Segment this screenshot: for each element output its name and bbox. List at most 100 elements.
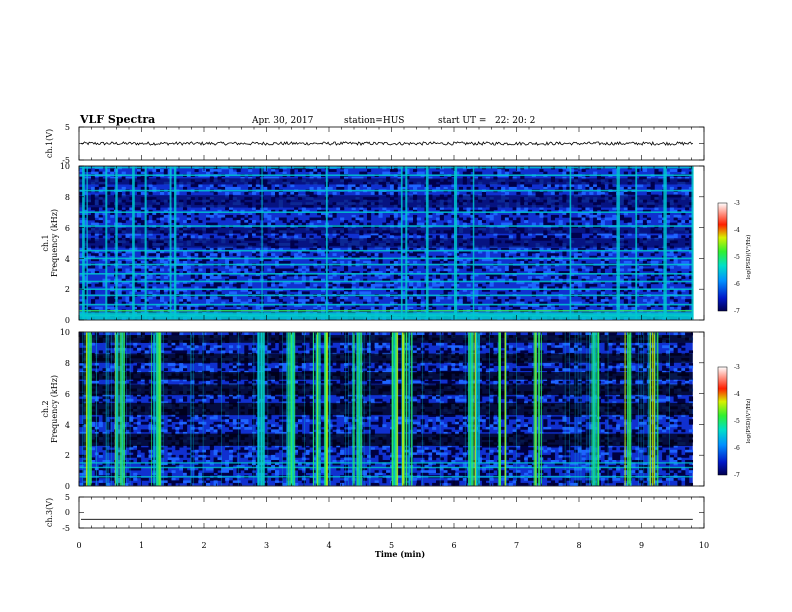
spectrogram-cell: [455, 283, 460, 287]
spectrogram-cell: [570, 301, 575, 305]
spectrogram-cell: [98, 283, 103, 287]
figure-title: VLF Spectra: [79, 113, 155, 126]
spectrogram-cell: [110, 209, 115, 213]
spectrogram-cell: [673, 169, 678, 172]
spectrogram-cell: [321, 265, 326, 269]
spectrogram-cell: [282, 220, 287, 223]
spectrogram-cell: [612, 192, 617, 195]
spectrogram-cell: [321, 171, 326, 175]
spectrogram-cell: [186, 342, 191, 346]
spectrogram-cell: [171, 482, 176, 486]
spectrogram-cell: [455, 250, 460, 254]
spectrogram-cell: [378, 214, 383, 218]
spectrogram-cell: [489, 276, 494, 279]
spectrogram-cell: [539, 169, 544, 172]
spectrogram-dark-band: [79, 195, 693, 208]
spectrogram-cell: [600, 184, 605, 188]
spectrogram-cell: [244, 220, 249, 223]
spectrogram-cell: [252, 184, 257, 188]
spectrogram-cell: [447, 268, 452, 272]
spectrogram-cell: [688, 288, 694, 292]
spectrogram-cell: [163, 288, 168, 292]
spectrogram-cell: [140, 306, 145, 310]
spectrogram-cell: [236, 169, 241, 172]
spectrogram-cell: [527, 192, 533, 195]
spectrogram-cell: [125, 345, 130, 349]
spectrogram-cell: [359, 235, 364, 239]
spectrogram-cell: [102, 447, 107, 451]
spectrogram-cell: [87, 283, 92, 287]
spectrogram-cell: [447, 296, 452, 300]
spectrogram-cell: [213, 268, 218, 272]
spectrogram-cell: [137, 460, 142, 463]
spectrogram-cell: [267, 214, 272, 218]
spectrogram-cell: [539, 258, 544, 262]
spectrogram-cell: [635, 268, 640, 272]
spectrogram-cell: [466, 250, 471, 254]
spectrogram-vertical-burst: [261, 166, 263, 320]
spectrogram-cell: [94, 363, 99, 366]
spectrogram-cell: [148, 414, 153, 417]
spectrogram-cell: [129, 250, 134, 254]
spectrogram-cell: [600, 192, 605, 195]
spectrogram-cell: [160, 447, 165, 451]
spectrogram-cell: [190, 209, 195, 213]
spectrogram-cell: [160, 462, 165, 466]
spectrogram-cell: [658, 220, 663, 223]
spectrogram-cell: [98, 472, 103, 476]
spectrogram-cell: [148, 171, 153, 175]
spectrogram-cell: [386, 220, 391, 223]
spectrogram-cell: [87, 217, 92, 221]
spectrogram-cell: [436, 283, 441, 287]
spectrogram-cell: [485, 273, 490, 277]
spectrogram-cell: [301, 299, 306, 302]
spectrogram-cell: [129, 217, 134, 221]
spectrogram-cell: [91, 217, 96, 221]
spectrogram-cell: [144, 250, 149, 254]
spectrogram-cell: [213, 283, 218, 287]
spectrogram-cell: [367, 169, 372, 172]
spectrogram-cell: [79, 332, 84, 336]
spectrogram-cell: [596, 265, 602, 269]
spectrogram-cell: [221, 232, 226, 236]
spectrogram-cell: [359, 286, 364, 290]
spectrogram-cell: [359, 296, 364, 300]
spectrogram-cell: [367, 207, 372, 211]
spectrogram-cell: [688, 217, 694, 221]
spectrogram-cell: [531, 281, 536, 285]
spectrogram-cell: [489, 268, 494, 272]
spectrogram-cell: [466, 220, 471, 223]
spectrogram-cell: [175, 368, 180, 372]
spectrogram-cell: [485, 276, 490, 279]
spectrogram-cell: [179, 368, 184, 372]
spectrogram-cell: [558, 258, 563, 262]
spectrogram-cell: [635, 283, 640, 287]
spectrogram-cell: [608, 304, 613, 308]
spectrogram-cell: [351, 176, 356, 180]
spectrogram-cell: [232, 186, 237, 190]
spectrogram-cell: [79, 365, 84, 369]
spectrogram-cell: [508, 304, 513, 308]
spectrogram-cell: [593, 283, 598, 287]
spectrogram-cell: [91, 424, 96, 428]
spectrogram-cell: [470, 265, 475, 269]
spectrogram-cell: [294, 281, 299, 285]
spectrogram-cell: [198, 235, 203, 239]
spectrogram-cell: [447, 232, 452, 236]
spectrogram-cell: [179, 480, 184, 484]
spectrogram-cell: [137, 220, 142, 223]
spectrogram-cell: [317, 250, 322, 254]
spectrogram-cell: [573, 171, 579, 175]
spectrogram-cell: [462, 176, 467, 180]
spectrogram-cell: [117, 288, 122, 292]
spectrogram-cell: [248, 169, 253, 172]
spectrogram-cell: [140, 255, 145, 259]
spectrogram-cell: [313, 276, 318, 279]
spectrogram-cell: [286, 250, 291, 254]
spectrogram-cell: [144, 217, 149, 221]
spectrogram-cell: [504, 192, 510, 195]
spectrogram-cell: [94, 186, 99, 190]
spectrogram-cell: [152, 248, 157, 251]
spectrogram-cell: [102, 258, 107, 262]
spectrogram-cell: [390, 281, 395, 285]
